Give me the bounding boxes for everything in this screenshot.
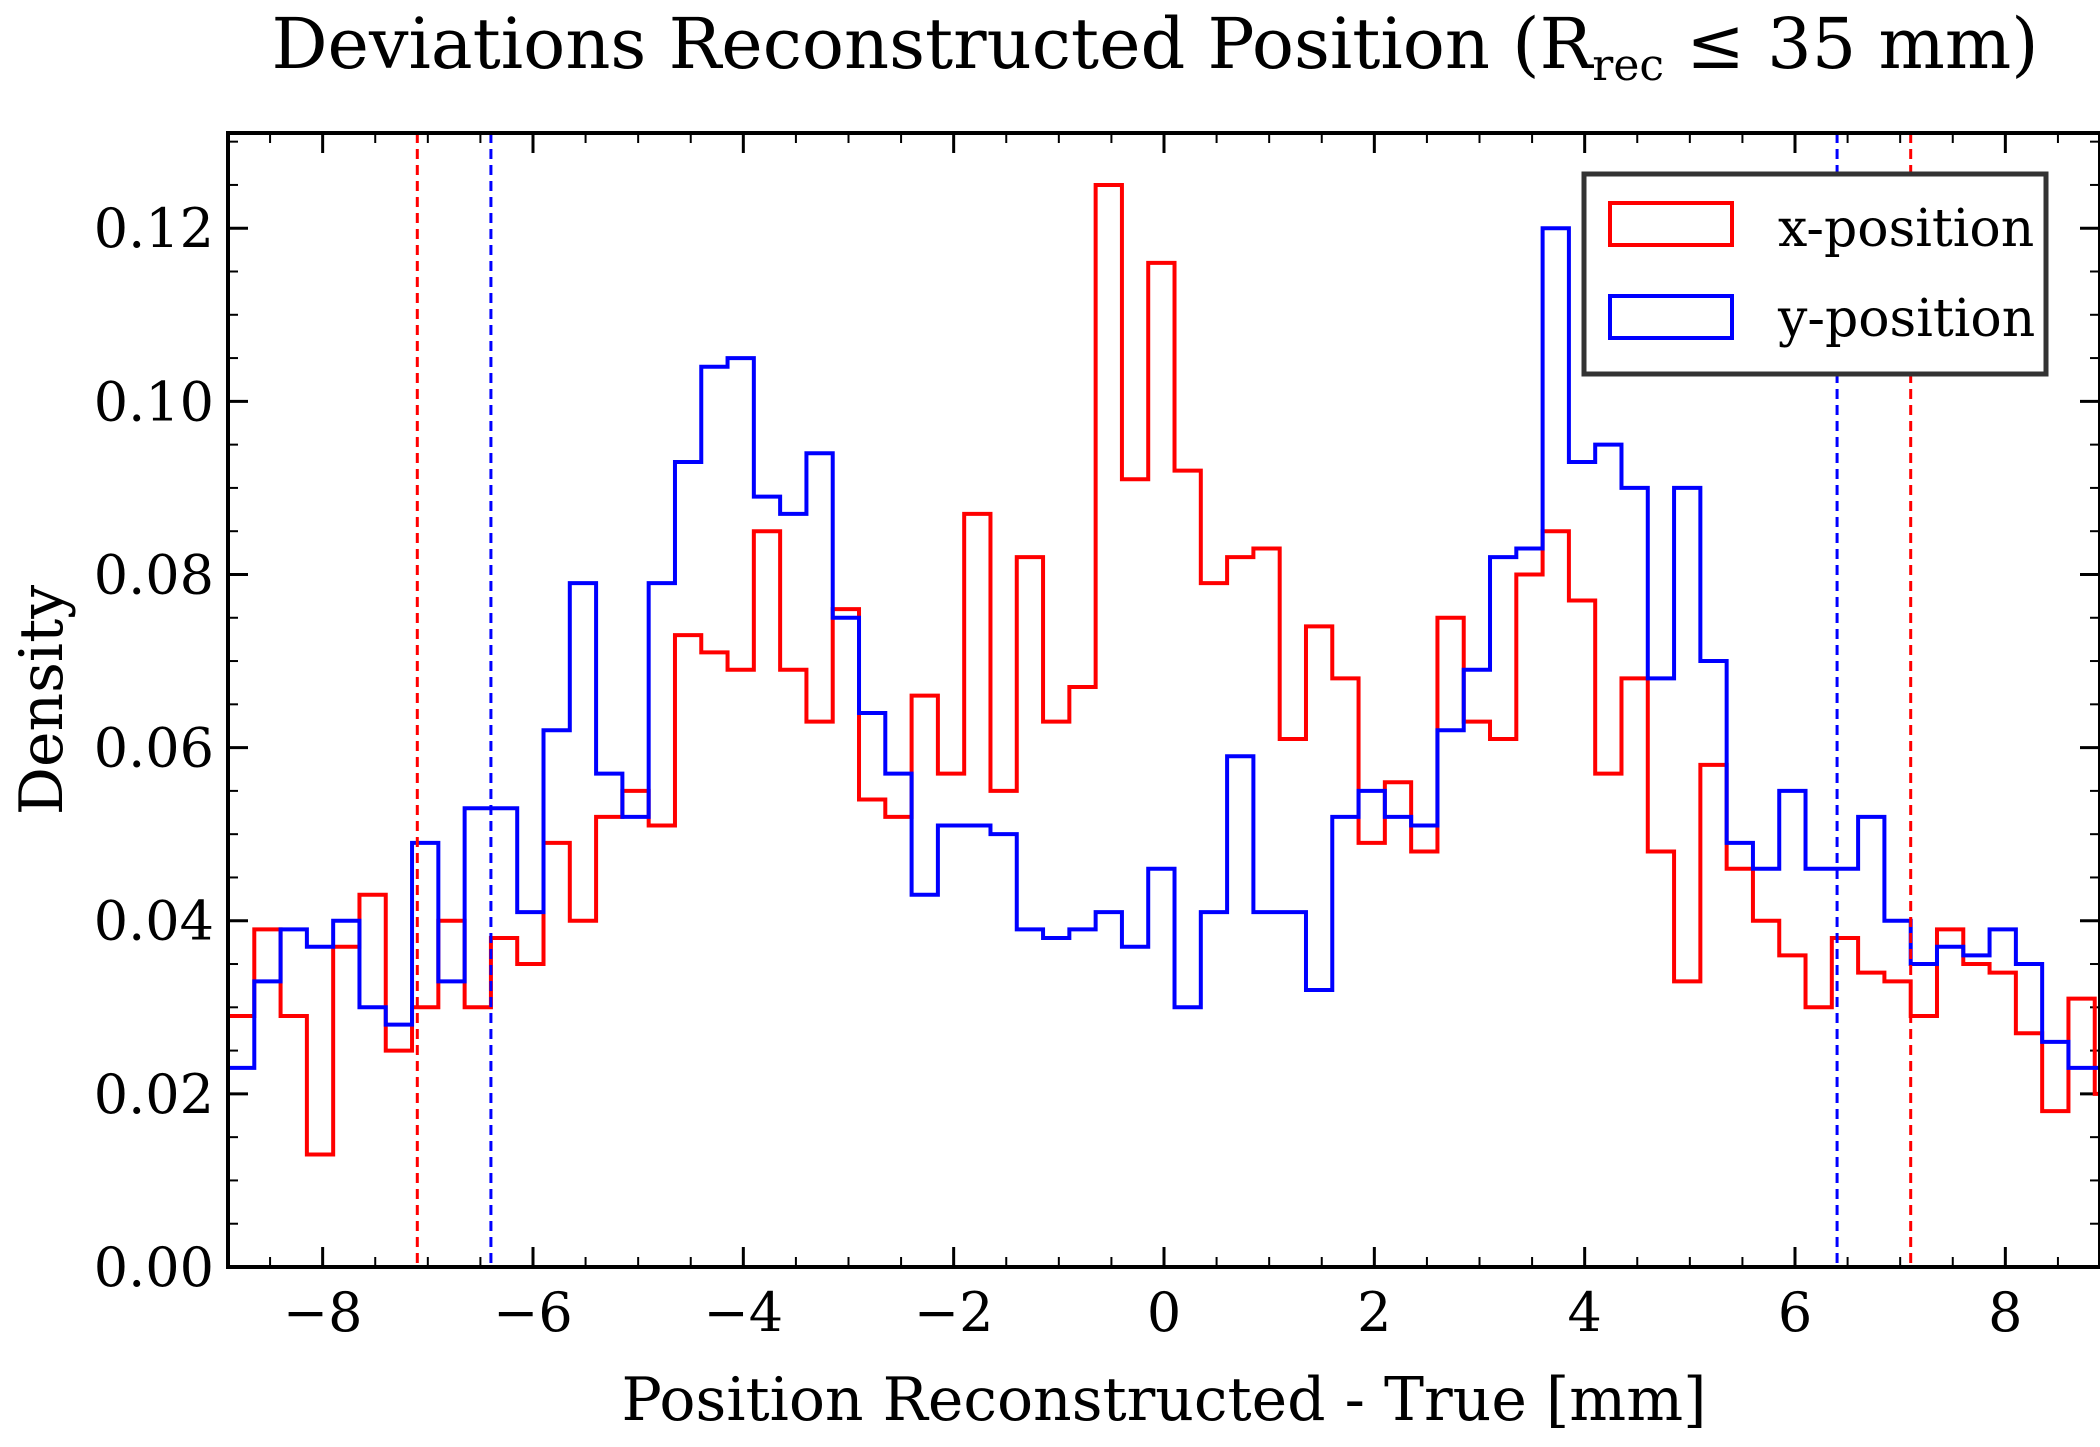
y-tick-label: 0.04 [94,890,214,953]
y-tick-label: 0.06 [94,717,214,780]
legend: x-position y-position [1581,171,2049,377]
y-tick-label: 0.08 [94,543,214,606]
legend-label-x-position: x-position [1778,199,2034,259]
y-axis-ticks: 0.00 0.02 0.04 0.06 0.08 0.10 0.12 [94,140,2100,1299]
x-axis-ticks: −8 −6 −4 −2 0 2 4 6 8 [269,133,2059,1344]
legend-label-y-position: y-position [1777,289,2035,349]
x-axis-label: Position Reconstructed - True [mm] [621,1365,1706,1435]
x-tick-label: 4 [1567,1281,1601,1344]
series-y-position-step [228,226,2100,1070]
chart-title-subscript: rec [1592,40,1664,91]
x-tick-label: 2 [1357,1281,1391,1344]
x-tick-label: −6 [493,1281,573,1344]
dashed-lines [415,133,1913,1267]
legend-swatch-x-position [1608,201,1734,247]
y-tick-label: 0.02 [94,1063,214,1126]
y-tick-label: 0.10 [94,370,214,433]
series-layer [228,182,2100,1157]
x-tick-label: −2 [914,1281,994,1344]
legend-box [1581,171,2049,377]
x-tick-label: 0 [1147,1281,1181,1344]
chart-title: Deviations Reconstructed Position (Rrec … [271,3,2038,91]
x-tick-label: −4 [704,1281,784,1344]
y-axis-label: Density [7,585,77,815]
x-tick-label: 8 [1988,1281,2022,1344]
y-tick-label: 0.12 [94,197,214,260]
y-tick-label: 0.00 [94,1236,214,1299]
plot-frame [226,131,2100,1269]
legend-swatch-y-position [1608,294,1734,340]
x-tick-label: 6 [1778,1281,1812,1344]
chart-title-suffix: ≤ 35 mm) [1664,3,2039,85]
x-tick-label: −8 [283,1281,363,1344]
